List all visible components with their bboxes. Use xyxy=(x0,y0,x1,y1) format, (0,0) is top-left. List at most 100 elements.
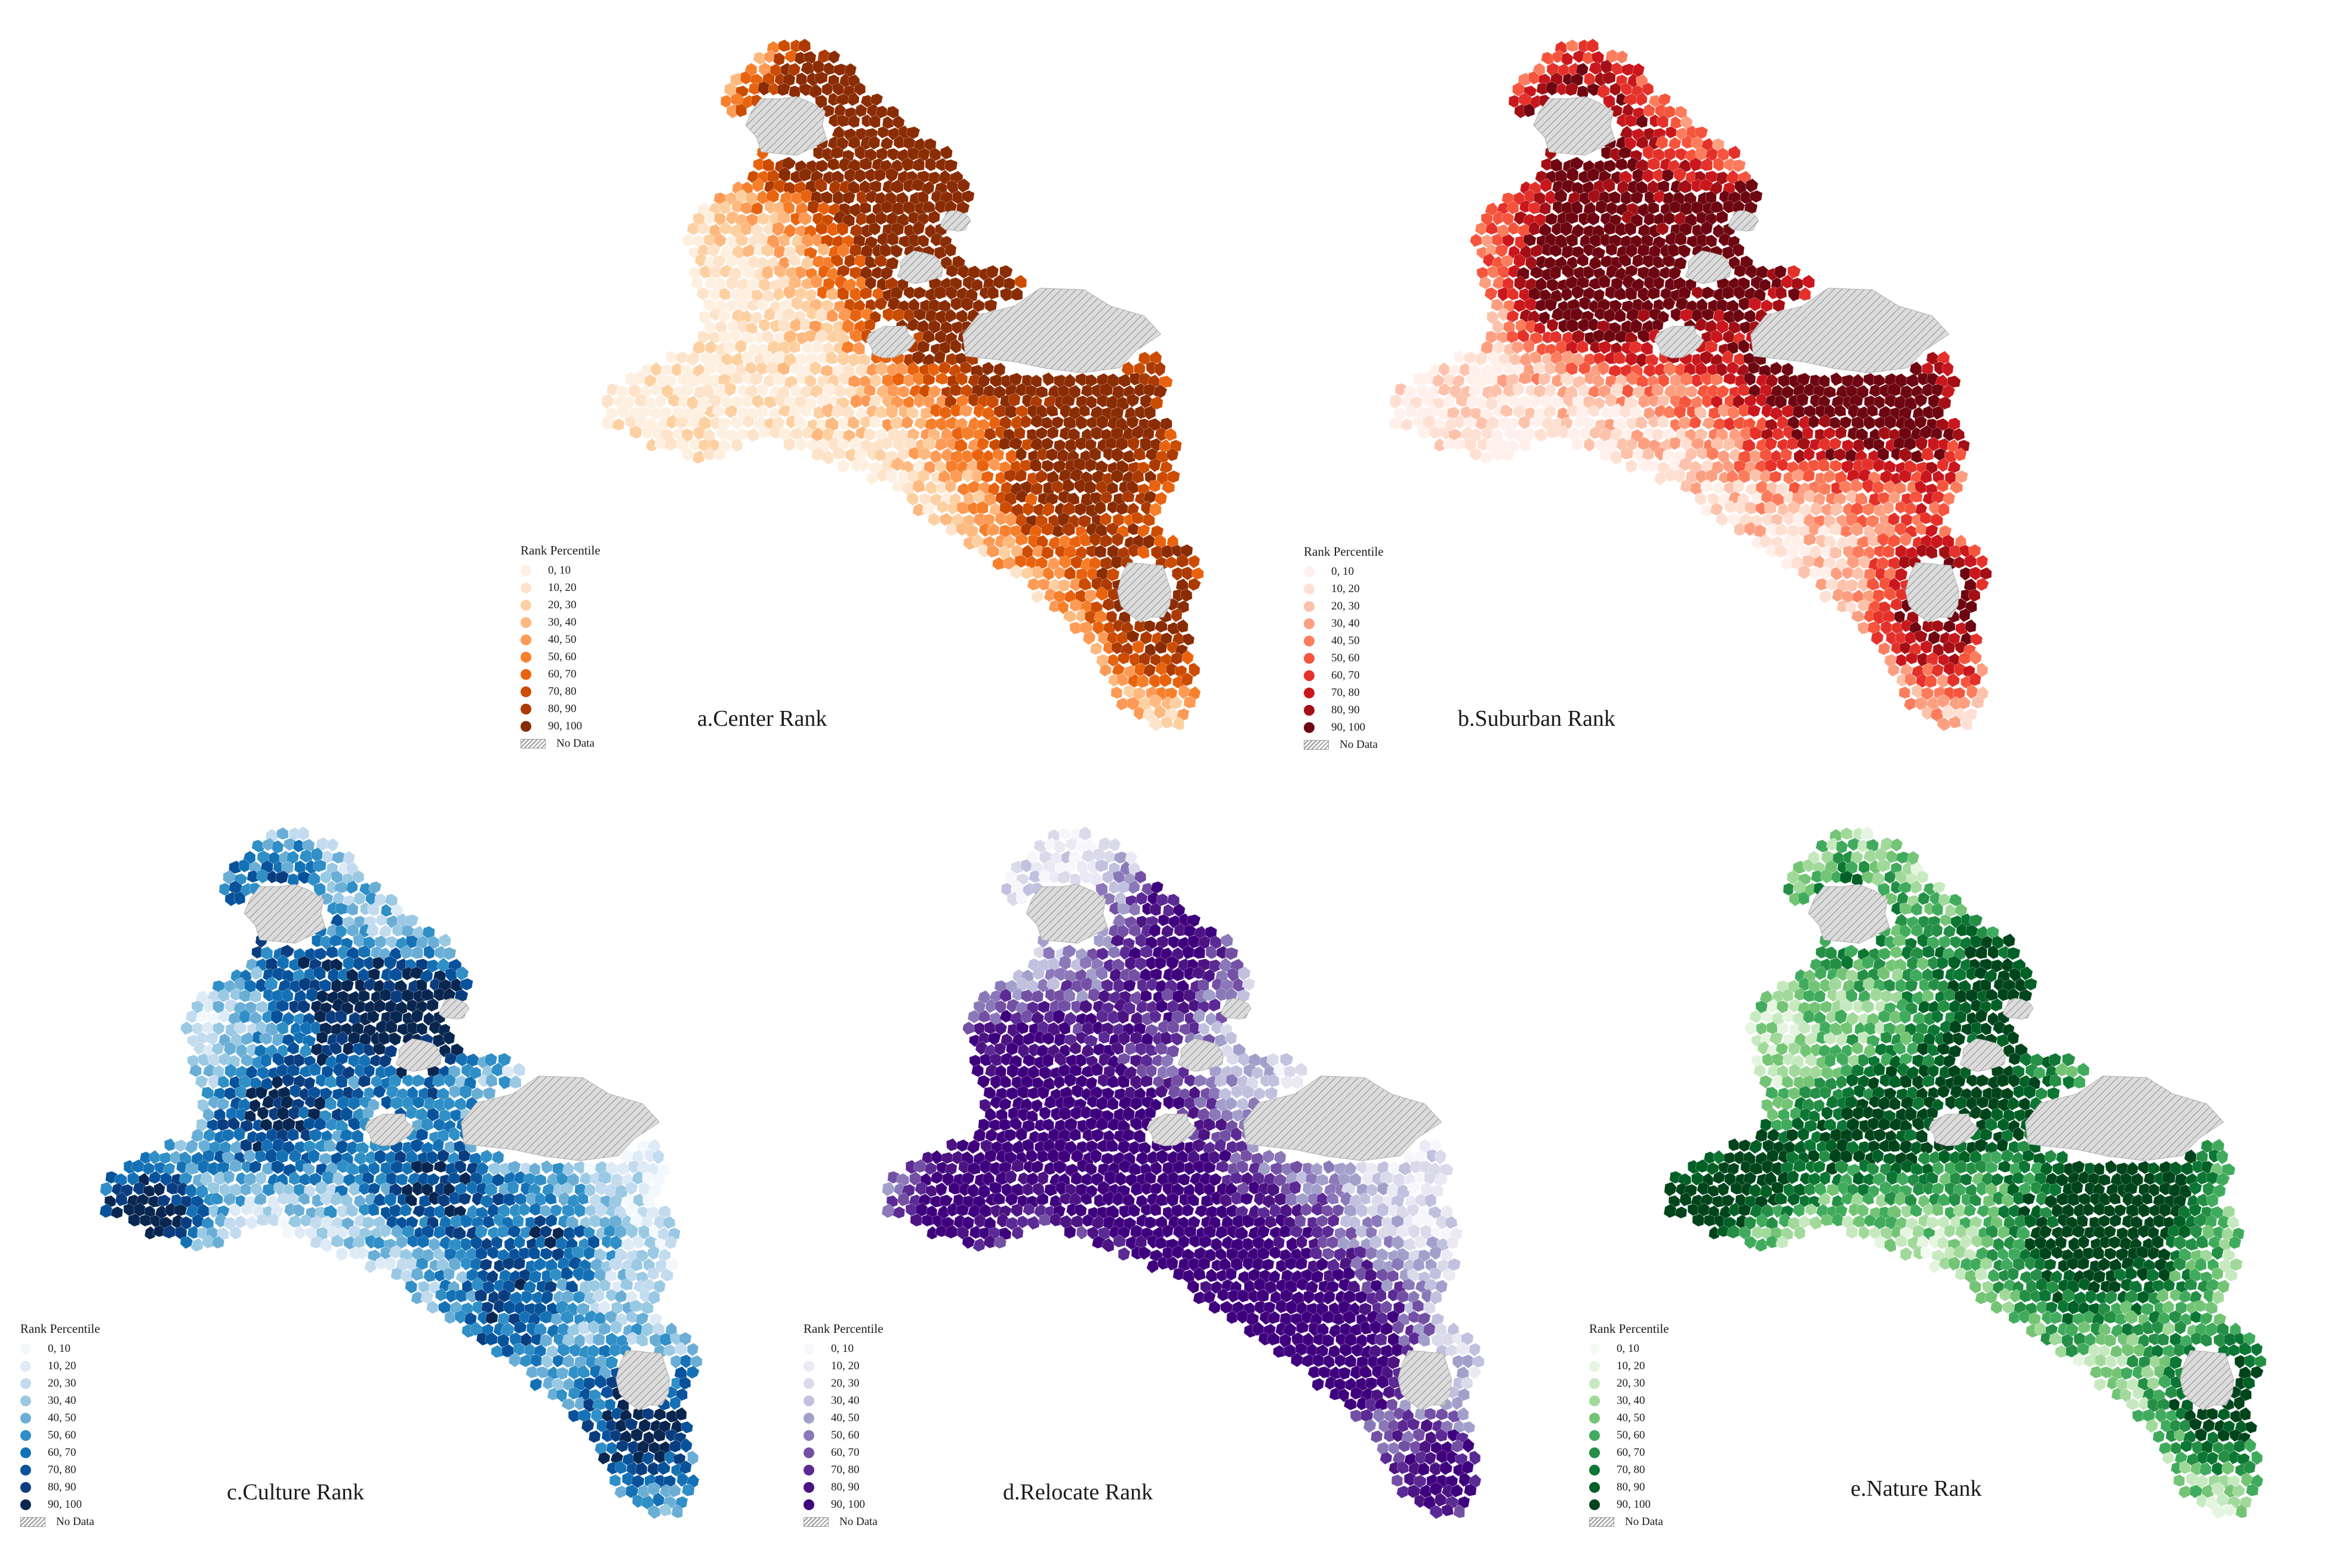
region-cell xyxy=(386,1085,399,1099)
region-cell xyxy=(224,1063,237,1079)
region-cell xyxy=(1802,555,1815,568)
region-cell xyxy=(1118,1031,1131,1046)
region-cell xyxy=(527,1246,540,1260)
region-cell xyxy=(1723,372,1737,385)
region-cell xyxy=(1037,1086,1050,1100)
no-data-swatch xyxy=(1304,740,1329,750)
region-cell xyxy=(1747,361,1760,374)
region-cell xyxy=(1139,1074,1153,1088)
region-cell xyxy=(847,135,861,149)
region-cell xyxy=(1484,287,1498,301)
legend-swatch xyxy=(1304,635,1315,646)
region-cell xyxy=(718,201,731,215)
region-cell xyxy=(593,1374,607,1389)
region-cell xyxy=(426,998,439,1012)
region-cell xyxy=(1485,221,1498,235)
region-cell xyxy=(1513,275,1526,291)
region-cell xyxy=(1193,1096,1207,1109)
region-cell xyxy=(1262,1149,1275,1164)
region-cell xyxy=(384,894,398,907)
legend-row: 50, 60 xyxy=(521,648,601,666)
region-cell xyxy=(1605,243,1618,256)
region-cell xyxy=(1491,298,1504,312)
region-cell xyxy=(525,1366,538,1379)
legend-title: Rank Percentile xyxy=(20,1321,100,1336)
no-data-zone xyxy=(897,250,943,284)
region-cell xyxy=(315,989,329,1003)
region-cell xyxy=(1114,1171,1127,1187)
region-cell xyxy=(1598,274,1611,289)
region-cell xyxy=(223,1193,236,1206)
region-cell xyxy=(420,988,434,1002)
region-cell xyxy=(1849,522,1863,537)
region-cell xyxy=(335,902,349,916)
region-cell xyxy=(956,521,968,537)
region-cell xyxy=(1043,946,1055,960)
region-cell xyxy=(903,437,916,451)
region-cell xyxy=(799,83,812,97)
region-cell xyxy=(1898,447,1912,463)
region-cell xyxy=(741,244,755,258)
region-cell xyxy=(725,275,738,291)
legend-swatch xyxy=(521,686,531,697)
region-cell xyxy=(1887,512,1900,526)
region-cell xyxy=(1128,1163,1141,1176)
region-cell xyxy=(1700,220,1713,236)
region-cell xyxy=(223,1170,235,1185)
region-cell xyxy=(189,1064,202,1077)
legend-label: 10, 20 xyxy=(548,581,577,594)
region-cell xyxy=(1931,513,1944,527)
region-cell xyxy=(918,447,931,461)
region-cell xyxy=(1743,309,1756,323)
region-cell xyxy=(1771,427,1785,441)
region-cell xyxy=(259,1118,273,1132)
region-cell xyxy=(1051,416,1064,429)
region-cell xyxy=(1143,620,1156,633)
region-cell xyxy=(981,1171,995,1187)
region-cell xyxy=(1597,361,1610,376)
region-cell xyxy=(1674,106,1688,119)
region-cell xyxy=(675,1388,688,1401)
region-cell xyxy=(1010,287,1023,301)
region-cell xyxy=(535,1366,549,1379)
region-cell xyxy=(764,396,777,409)
region-cell xyxy=(1180,672,1194,686)
region-cell xyxy=(912,157,925,171)
region-cell xyxy=(1512,382,1525,397)
legend-label: 20, 30 xyxy=(548,599,577,611)
map-culture-rank xyxy=(99,826,703,1520)
region-cell xyxy=(1149,396,1164,410)
region-cell xyxy=(1499,404,1513,417)
legend-swatch xyxy=(521,703,531,714)
region-cell xyxy=(752,177,765,193)
region-cell xyxy=(149,1150,161,1165)
region-cell xyxy=(678,1376,691,1391)
region-cell xyxy=(1815,578,1828,591)
legend-swatch xyxy=(521,720,531,732)
region-cell xyxy=(1140,630,1153,645)
legend-label: 0, 10 xyxy=(1331,565,1354,578)
region-cell xyxy=(470,1236,483,1250)
region-cell xyxy=(1395,383,1407,396)
region-cell xyxy=(1492,319,1504,334)
region-cell xyxy=(624,1181,638,1196)
region-cell xyxy=(1641,82,1654,96)
region-cell xyxy=(484,1052,498,1067)
region-cell xyxy=(1924,674,1937,688)
region-cell xyxy=(1154,491,1168,506)
region-cell xyxy=(250,965,263,981)
region-cell xyxy=(1054,840,1066,854)
legend-no-data: No Data xyxy=(521,735,601,752)
region-cell xyxy=(297,956,310,970)
region-cell xyxy=(410,945,424,959)
region-cell xyxy=(592,1288,605,1303)
region-cell xyxy=(1068,1128,1082,1142)
region-cell xyxy=(665,350,678,363)
region-cell xyxy=(480,1149,493,1164)
region-cell xyxy=(540,1247,554,1261)
region-cell xyxy=(1635,114,1648,128)
region-cell xyxy=(584,1183,596,1197)
region-cell xyxy=(1177,600,1189,614)
region-cell xyxy=(869,373,882,388)
region-cell xyxy=(1098,1031,1110,1044)
